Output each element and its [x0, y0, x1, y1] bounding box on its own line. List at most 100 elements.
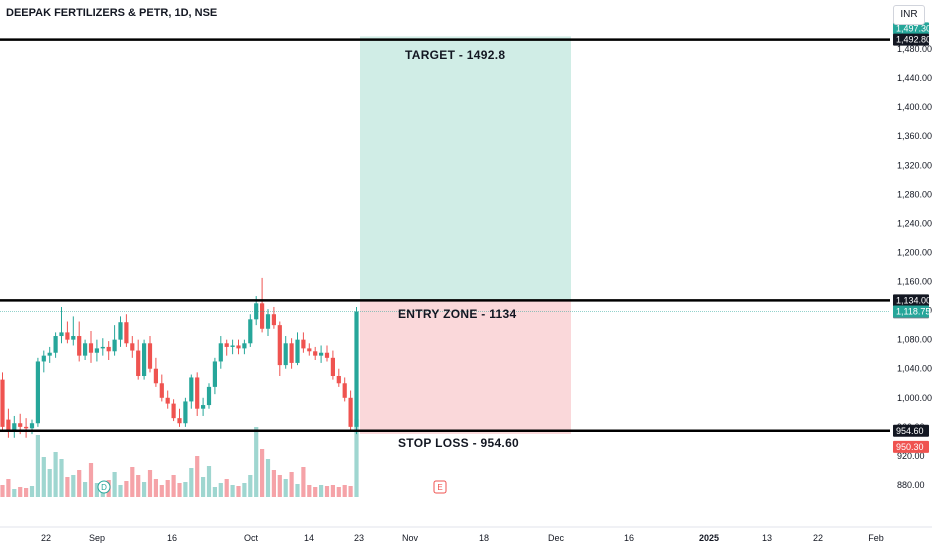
volume-bar [189, 468, 194, 497]
volume-bar [206, 466, 212, 497]
candle-body [6, 419, 11, 431]
candle-body [236, 345, 241, 349]
candle-body [18, 423, 23, 427]
candle-body [124, 322, 129, 344]
volume-bar [24, 488, 29, 497]
time-tick-label: Oct [244, 533, 259, 543]
time-tick-label: Nov [402, 533, 419, 543]
candle-body [147, 343, 153, 369]
volume-bar [171, 475, 176, 497]
price-badge-label: 954.60 [896, 426, 924, 436]
price-axis[interactable]: 880.00920.00960.001,000.001,040.001,080.… [893, 22, 932, 490]
price-badge [893, 305, 929, 318]
candle-body [195, 377, 200, 409]
time-tick-label: 16 [624, 533, 634, 543]
earnings-marker [433, 480, 447, 494]
target-annotation: TARGET - 1492.8 [405, 48, 506, 62]
volume-bar [330, 485, 335, 497]
candle-body [189, 377, 194, 402]
candle-body [260, 303, 265, 329]
volume-bar [224, 479, 229, 497]
volume-bar [201, 477, 206, 497]
price-badge-label: 1,118.75 [896, 307, 930, 317]
candle-body [35, 361, 40, 424]
candle-body [265, 314, 271, 329]
volume-bar [153, 479, 158, 497]
candle-body [230, 345, 235, 347]
candle-body [307, 348, 312, 352]
time-tick-label: 18 [479, 533, 489, 543]
candle-body [177, 418, 182, 424]
candle-body [24, 426, 29, 429]
volume-bar [307, 485, 312, 497]
volume-bar [65, 477, 70, 497]
candle-body [277, 325, 282, 366]
candle-body [336, 375, 341, 384]
candle-body [41, 355, 46, 362]
price-badge [893, 22, 929, 35]
price-badge [893, 33, 929, 46]
time-axis[interactable]: 22 Sep 16 Oct 14 23 Nov 18 Dec 16 2025 13 22 Feb [0, 526, 932, 543]
level-lines [0, 38, 890, 433]
candle-body [218, 343, 223, 362]
candle-body [0, 379, 5, 427]
price-tick-label: 1,240.00 [897, 218, 932, 228]
candle-body [171, 403, 176, 419]
price-tick-label: 1,360.00 [897, 131, 932, 141]
time-tick-label: Feb [868, 533, 884, 543]
candle-body [212, 361, 217, 387]
volume-bar [218, 483, 223, 497]
price-badge [893, 294, 929, 307]
candle-body [301, 339, 306, 349]
volume-bar [35, 435, 40, 497]
candle-body [142, 343, 147, 376]
time-tick-label: 23 [354, 533, 364, 543]
price-tick-label: 880.00 [897, 480, 925, 490]
volume-bar [77, 470, 82, 497]
price-tick-label: 1,480.00 [897, 44, 932, 54]
candle-body [289, 343, 294, 363]
volume-bar [248, 475, 253, 497]
candle-body [271, 314, 276, 326]
candle-body [118, 322, 123, 340]
volume-bar [130, 467, 135, 497]
candle-body [94, 348, 99, 353]
volume-bar [242, 483, 247, 497]
volume-bar [71, 475, 76, 497]
candle-body [348, 397, 353, 427]
volume-bar [83, 482, 88, 497]
volume-bar [53, 452, 58, 497]
volume-bar [236, 486, 241, 497]
candle-body [100, 346, 105, 349]
time-tick-label: 16 [167, 533, 177, 543]
event-marker-label: E [437, 483, 442, 492]
volume-bar [230, 485, 235, 497]
candle-body [153, 368, 158, 384]
volume-bar [183, 482, 188, 497]
volume-bar [313, 487, 318, 497]
candle-body [53, 336, 58, 353]
price-tick-label: 1,080.00 [897, 335, 932, 345]
volume-bar [6, 479, 11, 497]
volume-bar [59, 459, 64, 497]
volume-bar [336, 487, 341, 497]
volume-bar [289, 472, 294, 497]
volume-bar [319, 485, 324, 497]
candle-body [313, 351, 318, 356]
stop-zone [360, 300, 571, 434]
currency-button[interactable]: INR [893, 5, 925, 25]
price-badge [893, 440, 929, 453]
time-tick-label: Dec [548, 533, 565, 543]
volume-bar [271, 470, 276, 497]
candle-body [165, 397, 170, 404]
price-badge-label: 1,134.00 [896, 295, 931, 305]
volume-bar [147, 470, 153, 497]
volume-bar [18, 487, 23, 497]
volume-bars [0, 419, 359, 497]
candle-body [324, 352, 330, 358]
volume-bar [254, 427, 259, 497]
candle-body [47, 352, 52, 356]
event-marker-label: D [101, 483, 107, 492]
